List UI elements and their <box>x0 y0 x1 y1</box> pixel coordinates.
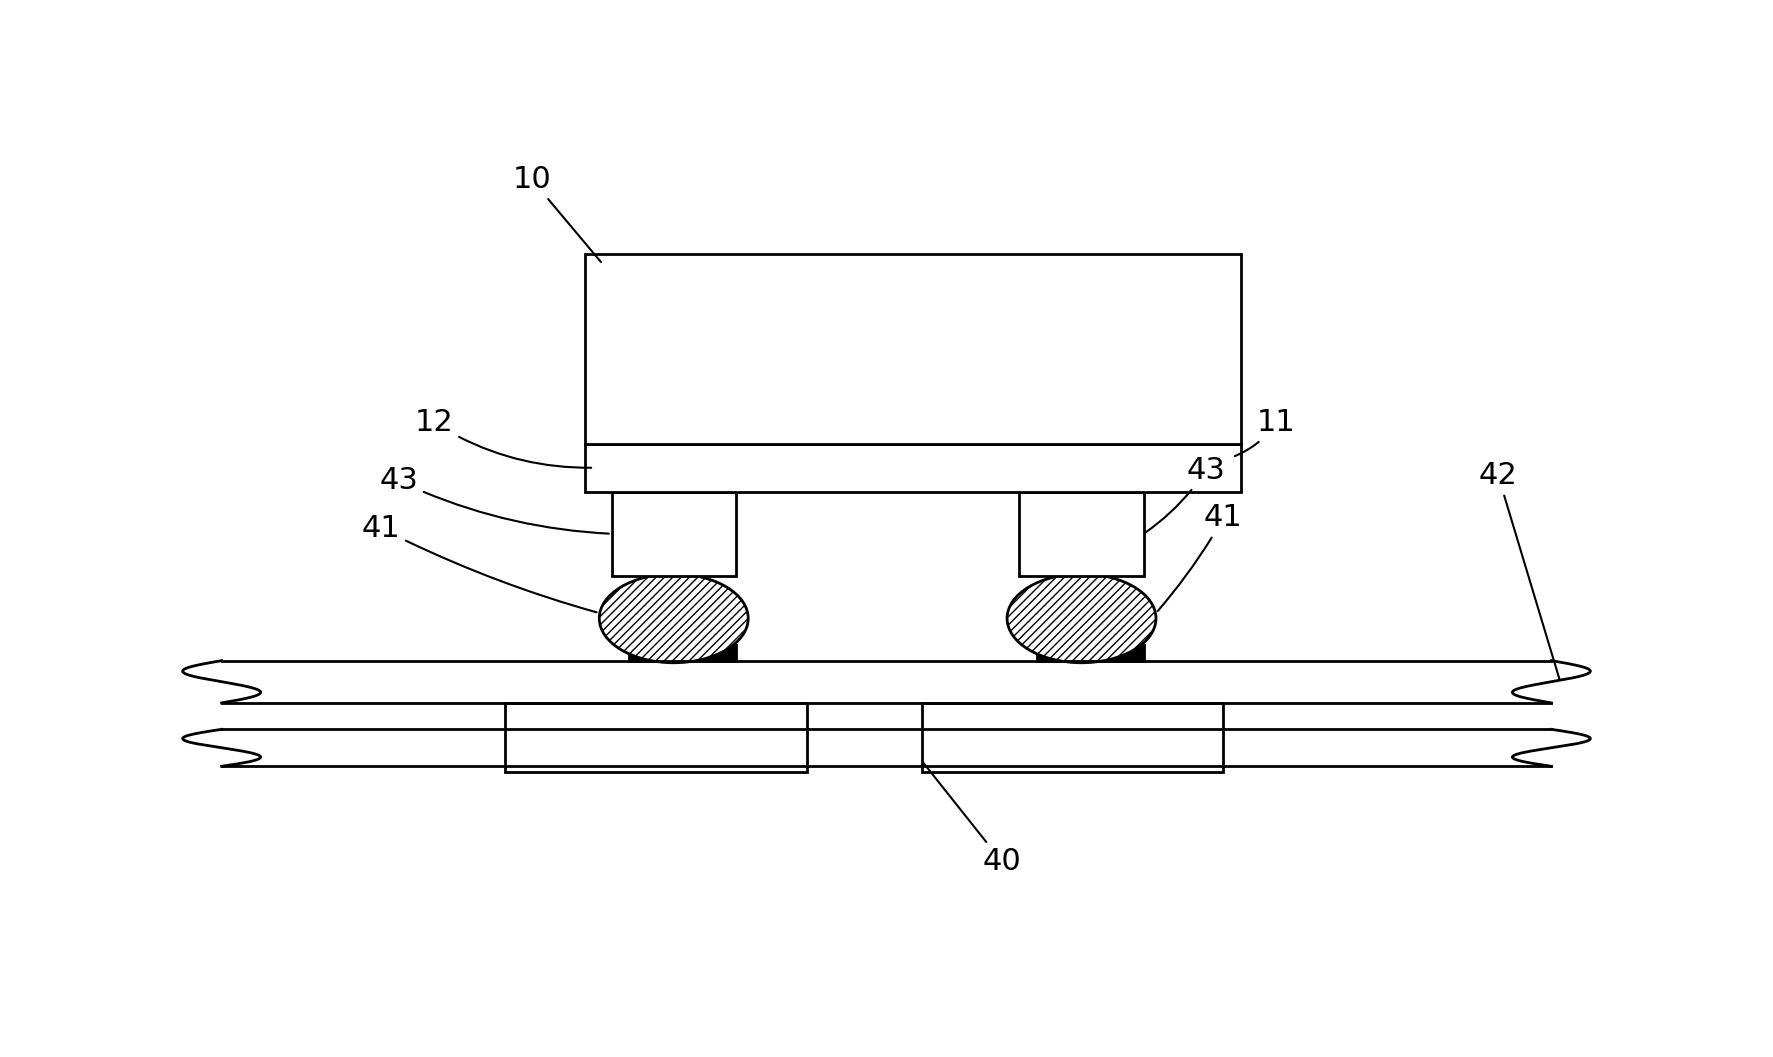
Text: 41: 41 <box>1158 503 1243 611</box>
Text: 41: 41 <box>362 514 596 612</box>
Text: 11: 11 <box>1234 408 1296 457</box>
Text: 43: 43 <box>1145 456 1225 533</box>
Bar <box>585 444 1241 492</box>
Wedge shape <box>599 574 748 663</box>
Text: 43: 43 <box>379 466 608 534</box>
Text: 42: 42 <box>1479 461 1560 679</box>
Wedge shape <box>1007 574 1156 663</box>
Bar <box>922 703 1223 772</box>
Bar <box>505 703 807 772</box>
Text: 40: 40 <box>924 763 1021 876</box>
Bar <box>1019 492 1144 576</box>
Text: 12: 12 <box>415 408 590 468</box>
Bar <box>612 492 736 576</box>
Text: 10: 10 <box>512 165 601 262</box>
Bar <box>629 645 736 661</box>
Bar <box>1037 645 1144 661</box>
Bar <box>585 254 1241 444</box>
